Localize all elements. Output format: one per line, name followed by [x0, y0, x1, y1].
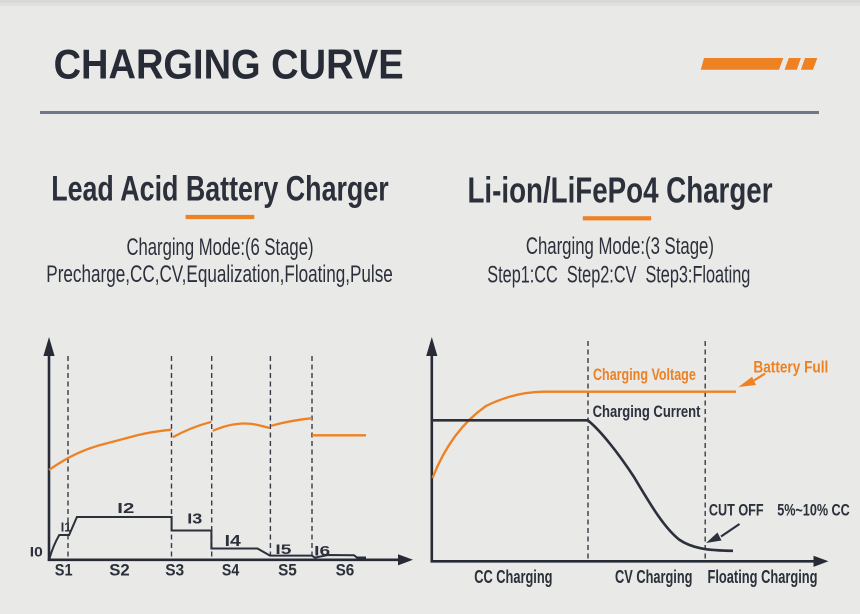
- svg-text:I2: I2: [117, 500, 134, 517]
- svg-text:S2: S2: [109, 561, 130, 580]
- svg-text:I1: I1: [61, 519, 72, 534]
- svg-text:Battery Full: Battery Full: [753, 358, 828, 376]
- svg-text:S6: S6: [336, 561, 355, 580]
- svg-text:I3: I3: [187, 511, 202, 528]
- svg-text:Charging Mode:(3 Stage): Charging Mode:(3 Stage): [526, 233, 714, 260]
- svg-text:S5: S5: [278, 561, 297, 580]
- svg-text:CC Charging: CC Charging: [474, 567, 552, 587]
- svg-text:Step1:CC Step2:CV Step3:Floa: Step1:CC Step2:CV Step3:Floating: [487, 261, 750, 288]
- svg-text:S4: S4: [222, 561, 240, 580]
- svg-text:S1: S1: [55, 561, 73, 580]
- svg-text:Charging Current: Charging Current: [593, 403, 701, 421]
- svg-text:Charging Voltage: Charging Voltage: [593, 366, 696, 384]
- svg-text:I0: I0: [30, 543, 43, 559]
- svg-text:Li-ion/LiFePo4 Charger: Li-ion/LiFePo4 Charger: [468, 170, 773, 211]
- svg-text:Precharge,CC,CV,Equalization,F: Precharge,CC,CV,Equalization,Floating,Pu…: [46, 261, 393, 288]
- svg-text:CUT OFF: CUT OFF: [709, 502, 764, 520]
- svg-text:I4: I4: [225, 533, 241, 550]
- svg-text:S3: S3: [165, 561, 184, 580]
- svg-text:Lead Acid Battery Charger: Lead Acid Battery Charger: [51, 170, 389, 209]
- svg-text:I6: I6: [314, 543, 330, 559]
- svg-text:Charging Mode:(6 Stage): Charging Mode:(6 Stage): [127, 234, 314, 261]
- svg-text:I5: I5: [275, 541, 291, 557]
- svg-text:CV Charging: CV Charging: [615, 567, 693, 587]
- svg-text:CHARGING CURVE: CHARGING CURVE: [54, 41, 404, 88]
- svg-text:Floating Charging: Floating Charging: [708, 567, 818, 587]
- svg-text:5%~10% CC: 5%~10% CC: [777, 502, 850, 520]
